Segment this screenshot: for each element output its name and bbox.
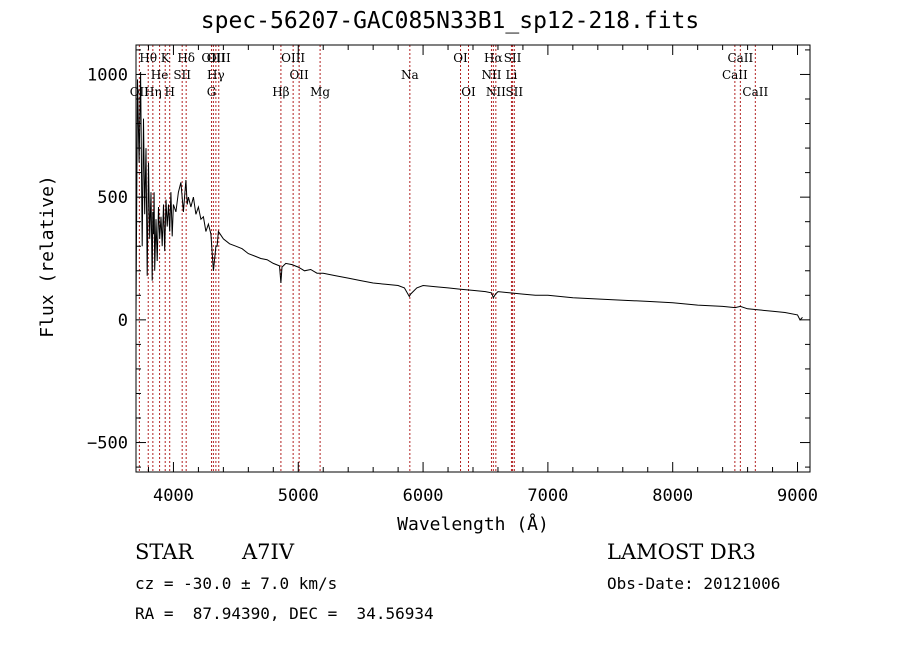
plot-frame [135,44,811,473]
spectrum-line [135,71,803,321]
line-marker-label: NII [486,85,506,99]
line-marker-label: SII [504,51,522,65]
line-marker-label: Li [506,68,518,82]
line-marker-label: Hβ [272,85,289,99]
object-class: STAR [135,540,194,564]
line-marker-label: He [151,68,169,82]
x-axis-label: Wavelength (Å) [397,513,549,535]
y-tick-label: 500 [97,188,128,208]
x-tick-label: 7000 [527,486,568,506]
line-marker-label: Hη [144,85,162,99]
line-marker-label: OI [461,85,476,99]
line-marker-label: CaII [727,51,753,65]
line-marker-label: OIII [281,51,305,65]
line-marker-label: OII [130,85,150,99]
x-tick-label: 9000 [777,486,818,506]
y-tick-label: −500 [87,434,128,454]
line-marker-label: OII [289,68,309,82]
line-marker-label: K [161,51,171,65]
y-axis-label: Flux (relative) [37,175,58,338]
line-marker-label: CaII [742,85,768,99]
line-marker-label: Hθ [139,51,157,65]
line-marker-label: CaII [722,68,748,82]
survey-name: LAMOST DR3 [607,540,756,564]
line-marker-label: NII [481,68,501,82]
x-tick-label: 4000 [153,486,194,506]
line-marker-label: OIII [207,51,231,65]
line-marker-label: SII [505,85,523,99]
redshift-cz: cz = -30.0 ± 7.0 km/s [135,574,338,593]
line-marker-label: SII [173,68,191,82]
line-marker-label: OIII [201,51,225,65]
line-marker-label: H [164,85,174,99]
line-marker-label: Hα [484,51,503,65]
y-tick-label: 1000 [87,65,128,85]
obs-date: Obs-Date: 20121006 [607,574,781,593]
line-marker-label: Hδ [177,51,195,65]
x-tick-label: 6000 [403,486,444,506]
line-marker-label: G [207,85,217,99]
x-tick-label: 8000 [652,486,693,506]
y-tick-label: 0 [118,311,128,331]
line-marker-label: Hγ [207,68,225,82]
line-marker-label: Na [401,68,419,82]
line-marker-label: OI [453,51,468,65]
chart-title: spec-56207-GAC085N33B1_sp12-218.fits [200,8,700,34]
object-subclass: A7IV [242,540,294,564]
x-tick-label: 5000 [278,486,319,506]
line-marker-label: Mg [310,85,330,99]
ra-dec-coords: RA = 87.94390, DEC = 34.56934 [135,604,434,623]
